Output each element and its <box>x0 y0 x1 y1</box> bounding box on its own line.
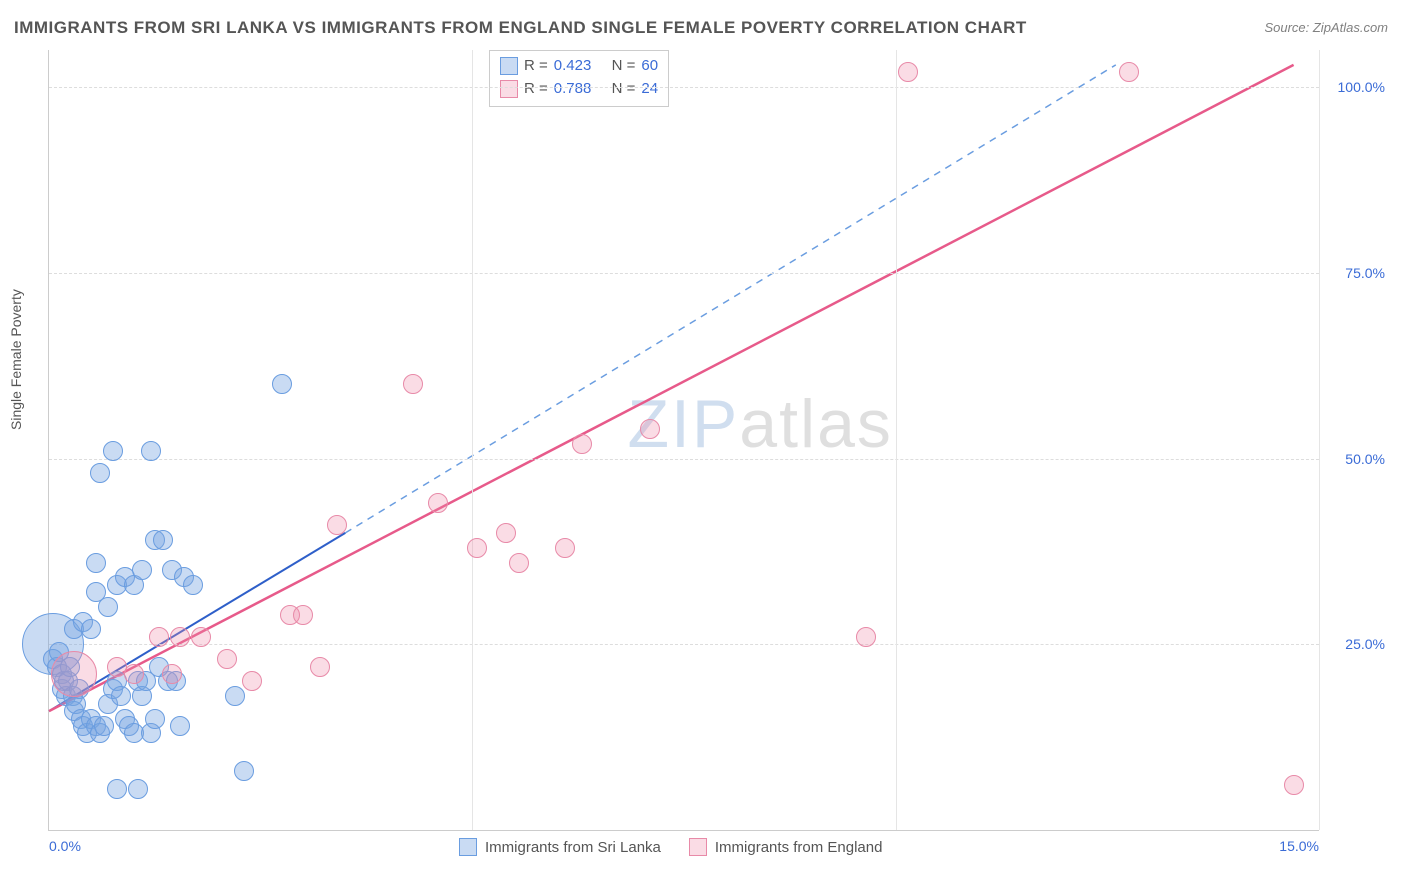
x-tick-label: 15.0% <box>1279 838 1319 854</box>
swatch-england <box>500 80 518 98</box>
correlation-legend: R = 0.423 N = 60 R = 0.788 N = 24 <box>489 50 669 107</box>
data-point-sri_lanka <box>103 441 123 461</box>
data-point-england <box>572 434 592 454</box>
data-point-england <box>403 374 423 394</box>
data-point-england <box>149 627 169 647</box>
x-tick-label: 0.0% <box>49 838 81 854</box>
data-point-england <box>310 657 330 677</box>
legend-label-sri-lanka: Immigrants from Sri Lanka <box>485 839 661 856</box>
scatter-plot-area: ZIPatlas R = 0.423 N = 60 R = 0.788 N = … <box>48 50 1319 831</box>
data-point-england <box>428 493 448 513</box>
data-point-sri_lanka <box>90 463 110 483</box>
gridline-horizontal <box>49 87 1319 88</box>
legend-label-england: Immigrants from England <box>715 839 883 856</box>
data-point-england <box>191 627 211 647</box>
y-tick-label: 50.0% <box>1345 451 1385 467</box>
data-point-sri_lanka <box>234 761 254 781</box>
swatch-sri-lanka <box>500 57 518 75</box>
series-legend: Immigrants from Sri Lanka Immigrants fro… <box>459 838 882 856</box>
watermark: ZIPatlas <box>627 385 892 463</box>
legend-item-sri-lanka: Immigrants from Sri Lanka <box>459 838 661 856</box>
data-point-england <box>217 649 237 669</box>
legend-item-england: Immigrants from England <box>689 838 883 856</box>
data-point-sri_lanka <box>81 619 101 639</box>
gridline-horizontal <box>49 459 1319 460</box>
gridline-horizontal <box>49 273 1319 274</box>
data-point-england <box>124 664 144 684</box>
data-point-sri_lanka <box>86 553 106 573</box>
r-value-england: 0.788 <box>554 78 592 101</box>
chart-title: IMMIGRANTS FROM SRI LANKA VS IMMIGRANTS … <box>14 18 1027 38</box>
legend-row-england: R = 0.788 N = 24 <box>500 78 658 101</box>
data-point-sri_lanka <box>111 686 131 706</box>
trend-lines-layer <box>49 50 1319 830</box>
data-point-england <box>1284 775 1304 795</box>
n-prefix: N = <box>612 55 636 78</box>
y-tick-label: 25.0% <box>1345 636 1385 652</box>
legend-row-sri-lanka: R = 0.423 N = 60 <box>500 55 658 78</box>
watermark-atlas: atlas <box>739 386 893 462</box>
data-point-sri_lanka <box>132 560 152 580</box>
r-value-sri-lanka: 0.423 <box>554 55 592 78</box>
n-value-england: 24 <box>641 78 658 101</box>
gridline-vertical <box>472 50 473 830</box>
gridline-vertical <box>896 50 897 830</box>
data-point-england <box>293 605 313 625</box>
y-tick-label: 100.0% <box>1338 79 1385 95</box>
data-point-england <box>242 671 262 691</box>
data-point-sri_lanka <box>225 686 245 706</box>
data-point-england <box>856 627 876 647</box>
data-point-sri_lanka <box>98 597 118 617</box>
data-point-sri_lanka <box>141 441 161 461</box>
gridline-vertical <box>1319 50 1320 830</box>
data-point-england <box>170 627 190 647</box>
y-axis-label: Single Female Poverty <box>8 289 24 430</box>
data-point-england <box>51 651 97 697</box>
data-point-sri_lanka <box>170 716 190 736</box>
data-point-england <box>467 538 487 558</box>
data-point-sri_lanka <box>145 709 165 729</box>
gridline-horizontal <box>49 644 1319 645</box>
data-point-england <box>162 664 182 684</box>
data-point-england <box>496 523 516 543</box>
r-prefix: R = <box>524 78 548 101</box>
data-point-sri_lanka <box>272 374 292 394</box>
data-point-england <box>555 538 575 558</box>
data-point-england <box>509 553 529 573</box>
data-point-sri_lanka <box>183 575 203 595</box>
data-point-england <box>327 515 347 535</box>
source-attribution: Source: ZipAtlas.com <box>1264 20 1388 35</box>
r-prefix: R = <box>524 55 548 78</box>
n-prefix: N = <box>612 78 636 101</box>
swatch-sri-lanka <box>459 838 477 856</box>
n-value-sri-lanka: 60 <box>641 55 658 78</box>
data-point-sri_lanka <box>128 779 148 799</box>
data-point-england <box>898 62 918 82</box>
data-point-sri_lanka <box>94 716 114 736</box>
data-point-england <box>640 419 660 439</box>
data-point-sri_lanka <box>153 530 173 550</box>
swatch-england <box>689 838 707 856</box>
y-tick-label: 75.0% <box>1345 265 1385 281</box>
data-point-sri_lanka <box>107 779 127 799</box>
data-point-england <box>1119 62 1139 82</box>
